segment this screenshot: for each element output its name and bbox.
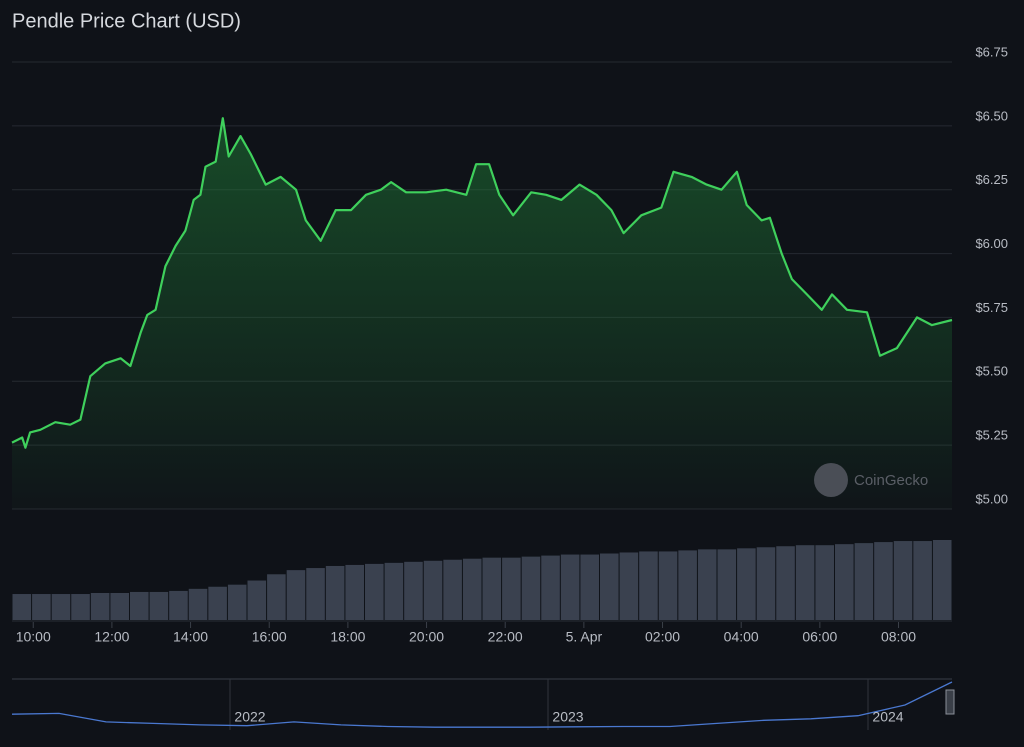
volume-bar: [423, 560, 443, 620]
x-tick-label: 18:00: [330, 629, 365, 645]
navigator-line: [11, 681, 953, 728]
navigator-handle[interactable]: [945, 689, 955, 715]
volume-bar: [932, 540, 952, 620]
volume-bar: [541, 555, 560, 620]
navigator-label: 2022: [234, 709, 265, 725]
volume-bar: [697, 549, 717, 620]
volume-bar: [776, 546, 795, 620]
volume-bar: [502, 557, 521, 620]
volume-bar: [365, 563, 384, 620]
volume-bar: [247, 580, 267, 620]
x-tick-label: 12:00: [94, 629, 129, 645]
volume-bar: [443, 559, 462, 620]
watermark: CoinGecko: [814, 463, 928, 497]
volume-bar: [325, 565, 345, 620]
volume-bar: [188, 588, 208, 620]
watermark-logo: [814, 463, 848, 497]
volume-bar: [462, 558, 482, 620]
volume-bar: [737, 548, 756, 620]
volume-bar: [482, 557, 502, 620]
volume-bar: [286, 570, 306, 620]
volume-bar: [267, 574, 286, 620]
x-tick-label: 06:00: [802, 629, 837, 645]
x-tick-label: 16:00: [252, 629, 287, 645]
x-tick-label: 08:00: [881, 629, 916, 645]
x-tick-label: 5. Apr: [566, 629, 603, 645]
volume-bar: [756, 547, 776, 620]
volume-bar: [71, 594, 90, 620]
volume: [12, 540, 952, 622]
area: [12, 118, 952, 509]
volume-bar: [130, 591, 149, 620]
volume-bar: [600, 553, 619, 620]
volume-bar: [717, 549, 737, 620]
volume-bar: [384, 562, 404, 620]
navigator-label: 2024: [872, 709, 903, 725]
watermark-text: CoinGecko: [854, 472, 928, 489]
x-tick-label: 10:00: [16, 629, 51, 645]
volume-bar: [169, 590, 188, 620]
y-tick-label: $5.00: [975, 491, 1008, 506]
volume-bar: [619, 552, 639, 620]
volume-bar: [345, 564, 364, 620]
volume-bar: [854, 543, 874, 620]
y-tick-label: $6.00: [975, 236, 1008, 251]
chart-title: Pendle Price Chart (USD): [12, 10, 241, 32]
volume-bar: [893, 541, 913, 620]
volume-bar: [90, 592, 110, 620]
volume-bar: [678, 550, 697, 620]
x-tick-label: 04:00: [724, 629, 759, 645]
x-tick-label: 02:00: [645, 629, 680, 645]
y-tick-label: $5.50: [975, 364, 1008, 379]
volume-bar: [874, 542, 893, 620]
y-tick-label: $5.75: [975, 300, 1008, 315]
volume-bar: [12, 594, 32, 620]
volume-bar: [795, 545, 815, 620]
volume-bar: [51, 594, 71, 620]
volume-bar: [658, 551, 678, 620]
plot: [11, 117, 953, 509]
volume-bar: [815, 545, 834, 620]
volume-bar: [32, 594, 51, 620]
y-tick-label: $5.25: [975, 428, 1008, 443]
volume-bar: [913, 541, 932, 620]
volume-bar: [560, 554, 580, 620]
y-tick-label: $6.50: [975, 108, 1008, 123]
volume-bar: [639, 551, 658, 620]
volume-bar: [227, 584, 247, 620]
price-line: [11, 117, 953, 449]
volume-bar: [521, 556, 541, 620]
volume-bar: [835, 544, 854, 620]
volume-bar: [110, 592, 129, 620]
y-tick-label: $6.25: [975, 172, 1008, 187]
volume-bar: [404, 561, 423, 620]
volume-bar: [208, 586, 227, 620]
y-tick-label: $6.75: [975, 44, 1008, 59]
navigator-label: 2023: [552, 709, 583, 725]
volume-bar: [306, 568, 325, 620]
volume-bar: [149, 591, 169, 620]
x-tick-label: 20:00: [409, 629, 444, 645]
volume-bar: [580, 554, 599, 620]
x-tick-label: 22:00: [488, 629, 523, 645]
x-tick-label: 14:00: [173, 629, 208, 645]
navigator: 2022 2023 2024: [11, 678, 955, 730]
